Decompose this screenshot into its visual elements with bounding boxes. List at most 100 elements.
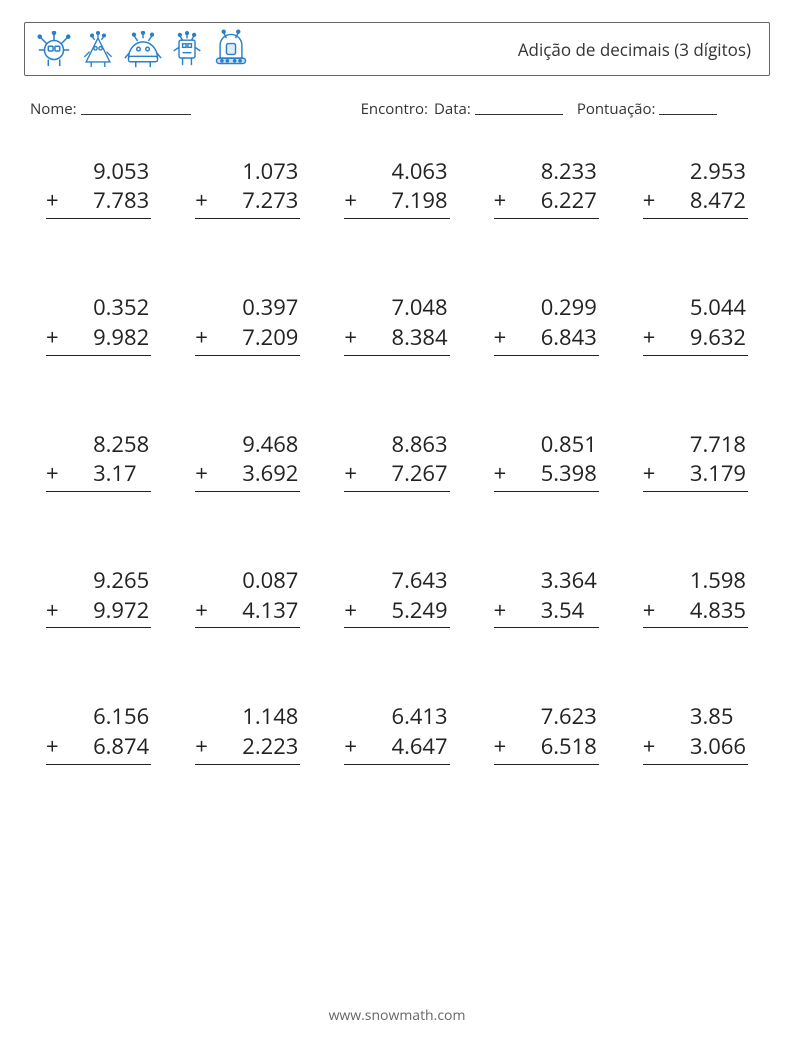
problem: 9.265+9.972 [46, 566, 151, 628]
addend-top: 9.468 [195, 430, 300, 460]
problem: 7.623+6.518 [494, 702, 599, 764]
addend-top: 7.623 [494, 702, 599, 732]
operator: + [195, 459, 211, 489]
addend-bottom: +7.783 [46, 186, 151, 219]
addend-bottom: +2.223 [195, 732, 300, 765]
problem: 1.148+2.223 [195, 702, 300, 764]
addend-bottom: +3.54 [494, 596, 599, 629]
problem: 8.258+3.17 [46, 430, 151, 492]
addend-bottom: +9.632 [643, 323, 748, 356]
addend-top: 0.851 [494, 430, 599, 460]
addend-top: 6.413 [344, 702, 449, 732]
addend-top: 1.598 [643, 566, 748, 596]
addend-bottom: +3.692 [195, 459, 300, 492]
addend-top: 7.718 [643, 430, 748, 460]
addend-bottom: +6.227 [494, 186, 599, 219]
date-label: Data: [434, 99, 471, 119]
problems-grid: 9.053+7.7831.073+7.2734.063+7.1988.233+6… [24, 157, 770, 765]
operator: + [344, 459, 360, 489]
problem: 1.598+4.835 [643, 566, 748, 628]
operator: + [344, 323, 360, 353]
addend-top: 1.073 [195, 157, 300, 187]
addend-top: 8.863 [344, 430, 449, 460]
addend-top: 8.233 [494, 157, 599, 187]
addend-bottom: +3.179 [643, 459, 748, 492]
addend-bottom: +4.647 [344, 732, 449, 765]
operator: + [46, 186, 62, 216]
addend-top: 9.265 [46, 566, 151, 596]
operator: + [643, 186, 659, 216]
name-blank[interactable] [81, 99, 191, 115]
problem: 4.063+7.198 [344, 157, 449, 219]
addend-top: 0.299 [494, 293, 599, 323]
addend-bottom: +6.518 [494, 732, 599, 765]
operator: + [344, 596, 360, 626]
operator: + [494, 323, 510, 353]
operator: + [46, 732, 62, 762]
problem: 8.863+7.267 [344, 430, 449, 492]
addend-bottom: +7.273 [195, 186, 300, 219]
date-blank[interactable] [475, 99, 563, 115]
robot-icon [81, 31, 115, 69]
header-box: Adição de decimais (3 dígitos) [24, 22, 770, 76]
addend-top: 6.156 [46, 702, 151, 732]
addend-top: 0.397 [195, 293, 300, 323]
robot-icon [35, 31, 73, 69]
addend-bottom: +3.066 [643, 732, 748, 765]
problem: 9.053+7.783 [46, 157, 151, 219]
operator: + [494, 186, 510, 216]
robot-icon [171, 31, 203, 69]
addend-top: 1.148 [195, 702, 300, 732]
problem: 2.953+8.472 [643, 157, 748, 219]
problem: 6.413+4.647 [344, 702, 449, 764]
name-label: Nome: [30, 99, 77, 119]
problem: 5.044+9.632 [643, 293, 748, 355]
problem: 6.156+6.874 [46, 702, 151, 764]
footer-url: www.snowmath.com [0, 1006, 794, 1025]
problem: 7.718+3.179 [643, 430, 748, 492]
operator: + [494, 459, 510, 489]
problem: 0.299+6.843 [494, 293, 599, 355]
addend-bottom: +8.472 [643, 186, 748, 219]
problem: 0.352+9.982 [46, 293, 151, 355]
problem: 3.85 +3.066 [643, 702, 748, 764]
operator: + [344, 186, 360, 216]
problem: 0.087+4.137 [195, 566, 300, 628]
operator: + [643, 596, 659, 626]
operator: + [46, 459, 62, 489]
addend-bottom: +5.249 [344, 596, 449, 629]
encontro-label: Encontro: [361, 99, 428, 119]
addend-top: 0.352 [46, 293, 151, 323]
addend-top: 9.053 [46, 157, 151, 187]
addend-bottom: +6.843 [494, 323, 599, 356]
problem: 0.397+7.209 [195, 293, 300, 355]
operator: + [195, 732, 211, 762]
addend-bottom: +3.17 [46, 459, 151, 492]
robot-icon-row [35, 29, 251, 69]
operator: + [46, 596, 62, 626]
operator: + [195, 323, 211, 353]
addend-bottom: +5.398 [494, 459, 599, 492]
operator: + [643, 459, 659, 489]
robot-icon [123, 31, 163, 69]
operator: + [195, 186, 211, 216]
addend-top: 2.953 [643, 157, 748, 187]
addend-bottom: +4.835 [643, 596, 748, 629]
score-blank[interactable] [659, 99, 717, 115]
operator: + [46, 323, 62, 353]
addend-top: 7.048 [344, 293, 449, 323]
problem: 1.073+7.273 [195, 157, 300, 219]
operator: + [195, 596, 211, 626]
operator: + [643, 323, 659, 353]
addend-bottom: +7.267 [344, 459, 449, 492]
addend-top: 7.643 [344, 566, 449, 596]
problem: 7.643+5.249 [344, 566, 449, 628]
addend-bottom: +9.972 [46, 596, 151, 629]
operator: + [344, 732, 360, 762]
addend-bottom: +4.137 [195, 596, 300, 629]
addend-bottom: +6.874 [46, 732, 151, 765]
info-row: Nome: Encontro: Data: Pontuação: [24, 98, 770, 119]
addend-bottom: +7.198 [344, 186, 449, 219]
addend-top: 3.85 [643, 702, 748, 732]
addend-top: 4.063 [344, 157, 449, 187]
